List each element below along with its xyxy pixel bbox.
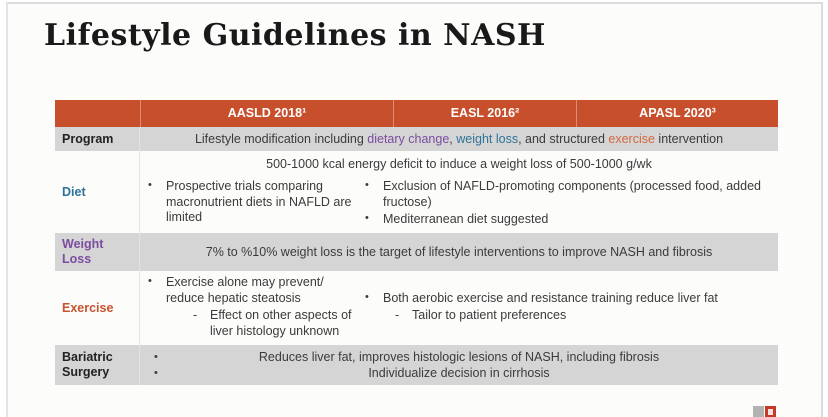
row-label-weight-loss: Weight Loss — [55, 233, 140, 271]
bariatric-line-2-text: Individualize decision in cirrhosis — [368, 366, 550, 380]
diet-left-column: • Prospective trials comparing macronutr… — [148, 179, 365, 230]
diet-right-column: • Exclusion of NAFLD-promoting component… — [365, 179, 770, 230]
program-text: Lifestyle modification including dietary… — [195, 132, 723, 146]
program-content: Lifestyle modification including dietary… — [140, 127, 778, 151]
diet-content: 500-1000 kcal energy deficit to induce a… — [140, 151, 778, 233]
bullet-icon: • — [148, 179, 152, 191]
exercise-left-sub-text: Effect on other aspects of liver histolo… — [210, 308, 352, 338]
diet-right-bullet-item-2: • Mediterranean diet suggested — [365, 212, 770, 228]
column-header-apasl: APASL 2020³ — [576, 100, 778, 127]
bullet-icon: • — [148, 275, 152, 287]
exercise-left-sub-item: - Effect on other aspects of liver histo… — [193, 308, 365, 339]
column-header-easl: EASL 2016² — [393, 100, 576, 127]
frame-border-left — [6, 2, 8, 417]
row-label-diet: Diet — [55, 151, 140, 233]
exercise-left-bullet-text: Exercise alone may prevent/ reduce hepat… — [166, 275, 324, 305]
exercise-columns: • Exercise alone may prevent/ reduce hep… — [140, 275, 778, 340]
diet-right-bullet-text-1: Exclusion of NAFLD-promoting components … — [383, 179, 761, 209]
diet-right-bullet-text-2: Mediterranean diet suggested — [383, 212, 549, 227]
exercise-left-bullet-item: • Exercise alone may prevent/ reduce hep… — [148, 275, 365, 306]
diet-left-bullet-text: Prospective trials comparing macronutrie… — [166, 179, 352, 225]
footer-logo-red-square — [765, 406, 776, 417]
diet-kcal-line: 500-1000 kcal energy deficit to induce a… — [266, 157, 652, 171]
footer-logo-mark — [768, 409, 773, 415]
exercise-right-bullet-item: • Both aerobic exercise and resistance t… — [365, 291, 770, 307]
slide-title: Lifestyle Guidelines in NASH — [44, 18, 546, 53]
footer-logo — [753, 406, 776, 417]
exercise-right-column: • Both aerobic exercise and resistance t… — [365, 275, 770, 340]
table-header-row: AASLD 2018¹ EASL 2016² APASL 2020³ — [55, 100, 778, 127]
weight-loss-text: 7% to %10% weight loss is the target of … — [205, 245, 713, 259]
row-label-exercise: Exercise — [55, 271, 140, 345]
bariatric-line-1: • Reduces liver fat, improves histologic… — [140, 349, 778, 365]
exercise-content: • Exercise alone may prevent/ reduce hep… — [140, 271, 778, 345]
row-bariatric-surgery: Bariatric Surgery • Reduces liver fat, i… — [55, 345, 778, 385]
program-seg-weight-loss: weight loss — [456, 132, 519, 146]
frame-border-top — [7, 2, 822, 4]
program-seg-3: intervention — [654, 132, 724, 146]
bullet-icon: • — [154, 367, 158, 379]
row-weight-loss: Weight Loss 7% to %10% weight loss is th… — [55, 233, 778, 271]
column-header-empty — [55, 100, 140, 127]
guidelines-table: AASLD 2018¹ EASL 2016² APASL 2020³ Progr… — [55, 100, 778, 385]
frame-border-right — [821, 2, 823, 417]
bariatric-line-2: • Individualize decision in cirrhosis — [140, 365, 778, 381]
diet-columns: • Prospective trials comparing macronutr… — [140, 179, 778, 230]
diet-left-bullet-item: • Prospective trials comparing macronutr… — [148, 179, 365, 226]
bariatric-line-1-text: Reduces liver fat, improves histologic l… — [258, 350, 660, 364]
bullet-icon: • — [365, 179, 369, 191]
slide-canvas: Lifestyle Guidelines in NASH AASLD 2018¹… — [8, 4, 821, 417]
dash-icon: - — [193, 308, 198, 323]
dash-icon: - — [395, 308, 400, 323]
row-diet: Diet 500-1000 kcal energy deficit to ind… — [55, 151, 778, 233]
exercise-right-sub-text: Tailor to patient preferences — [412, 308, 567, 323]
row-exercise: Exercise • Exercise alone may prevent/ r… — [55, 271, 778, 345]
weight-loss-content: 7% to %10% weight loss is the target of … — [140, 233, 778, 271]
program-seg-exercise: exercise — [608, 132, 655, 146]
program-seg-dietary-change: dietary change — [367, 132, 450, 146]
bullet-icon: • — [154, 351, 158, 363]
exercise-right-bullet-text: Both aerobic exercise and resistance tra… — [383, 290, 718, 305]
row-label-program: Program — [55, 127, 140, 151]
row-label-bariatric-surgery: Bariatric Surgery — [55, 345, 140, 385]
program-seg-1: Lifestyle modification including — [194, 132, 368, 146]
bullet-icon: • — [365, 290, 369, 303]
bariatric-content: • Reduces liver fat, improves histologic… — [140, 345, 778, 385]
exercise-left-column: • Exercise alone may prevent/ reduce hep… — [148, 275, 365, 340]
program-seg-2: , and structured — [518, 132, 609, 146]
footer-logo-gray-square — [753, 406, 764, 417]
diet-right-bullet-item-1: • Exclusion of NAFLD-promoting component… — [365, 179, 770, 210]
program-seg-comma1: , — [449, 132, 457, 146]
exercise-right-sub-item: - Tailor to patient preferences — [395, 308, 770, 324]
bullet-icon: • — [365, 212, 369, 225]
column-header-aasld: AASLD 2018¹ — [140, 100, 393, 127]
row-program: Program Lifestyle modification including… — [55, 127, 778, 151]
